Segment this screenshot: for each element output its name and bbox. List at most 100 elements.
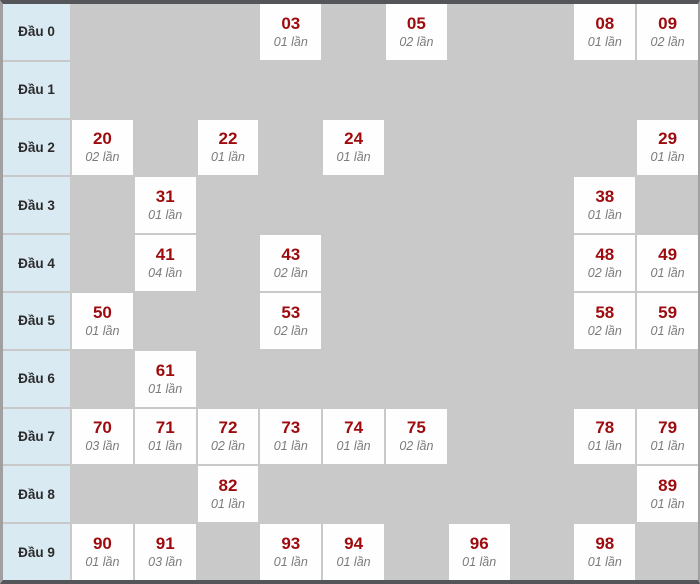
cell-number-text: 59 <box>658 302 678 322</box>
empty-cell <box>323 177 384 233</box>
cell-number-text: 08 <box>595 13 615 33</box>
cell-number-72: 72 02 lần <box>197 408 259 465</box>
empty-cell <box>512 524 573 580</box>
cell-number-text: 49 <box>658 245 678 265</box>
empty-cell <box>512 351 573 407</box>
cell-number-94: 94 01 lần <box>323 524 384 580</box>
empty-cell <box>323 293 384 349</box>
empty-cell <box>449 177 510 233</box>
cell-number-text: 91 <box>155 534 175 554</box>
cell-frequency-text: 01 lần <box>336 150 371 165</box>
cell-number-58: 58 02 lần <box>574 292 636 349</box>
cell-number-text: 73 <box>281 418 301 438</box>
cell-frequency-text: 01 lần <box>650 497 685 512</box>
empty-cell <box>72 4 133 60</box>
cell-number-61: 61 01 lần <box>134 350 196 407</box>
cell-number-03: 03 01 lần <box>260 4 322 60</box>
cell-number-text: 09 <box>658 13 678 33</box>
empty-cell <box>637 351 698 407</box>
cell-number-text: 58 <box>595 302 615 322</box>
empty-cell <box>260 466 321 522</box>
cell-frequency-text: 01 lần <box>587 555 622 570</box>
empty-cell <box>386 235 447 291</box>
empty-cell <box>637 177 698 233</box>
cell-number-text: 03 <box>281 13 301 33</box>
cell-number-79: 79 01 lần <box>637 408 698 465</box>
cell-number-text: 79 <box>658 418 678 438</box>
row-header-dau-7: Đầu 7 <box>3 408 70 465</box>
cell-number-49: 49 01 lần <box>637 235 698 291</box>
cell-frequency-text: 01 lần <box>462 555 497 570</box>
empty-cell <box>512 235 573 291</box>
cell-number-70: 70 03 lần <box>72 408 133 465</box>
empty-cell <box>323 235 384 291</box>
cell-number-text: 82 <box>218 476 238 496</box>
cell-number-text: 96 <box>469 534 489 554</box>
empty-cell <box>449 62 510 118</box>
cell-frequency-text: 01 lần <box>587 439 622 454</box>
cell-number-text: 43 <box>281 245 301 265</box>
cell-number-text: 89 <box>658 476 678 496</box>
empty-cell <box>198 293 259 349</box>
cell-number-22: 22 01 lần <box>197 119 259 176</box>
cell-number-text: 70 <box>92 418 112 438</box>
cell-number-text: 90 <box>92 534 112 554</box>
empty-cell <box>260 177 321 233</box>
cell-number-24: 24 01 lần <box>323 119 384 176</box>
empty-cell <box>386 524 447 580</box>
cell-number-41: 41 04 lần <box>134 235 196 291</box>
cell-number-73: 73 01 lần <box>260 408 322 465</box>
empty-cell <box>135 120 196 176</box>
cell-number-text: 53 <box>281 302 301 322</box>
cell-number-05: 05 02 lần <box>385 4 447 60</box>
cell-frequency-text: 02 lần <box>273 266 308 281</box>
cell-number-08: 08 01 lần <box>574 4 636 60</box>
row-header-dau-2: Đầu 2 <box>3 119 70 176</box>
cell-frequency-text: 01 lần <box>85 555 120 570</box>
empty-cell <box>512 293 573 349</box>
cell-number-96: 96 01 lần <box>448 524 510 580</box>
cell-frequency-text: 01 lần <box>587 208 622 223</box>
empty-cell <box>72 351 133 407</box>
empty-cell <box>386 293 447 349</box>
cell-frequency-text: 02 lần <box>210 439 246 454</box>
cell-number-29: 29 01 lần <box>637 119 698 176</box>
cell-number-82: 82 01 lần <box>197 466 259 523</box>
empty-cell <box>198 524 259 580</box>
cell-frequency-text: 04 lần <box>148 266 183 281</box>
cell-frequency-text: 01 lần <box>650 323 685 338</box>
cell-frequency-text: 01 lần <box>273 555 308 570</box>
row-header-dau-4: Đầu 4 <box>3 235 70 291</box>
empty-cell <box>574 351 635 407</box>
cell-number-59: 59 01 lần <box>637 292 698 349</box>
cell-frequency-text: 03 lần <box>148 555 183 570</box>
empty-cell <box>323 62 384 118</box>
cell-frequency-text: 02 lần <box>587 323 622 338</box>
cell-frequency-text: 02 lần <box>85 150 120 165</box>
cell-number-text: 74 <box>344 418 364 438</box>
cell-frequency-text: 01 lần <box>85 323 120 338</box>
cell-number-91: 91 03 lần <box>134 524 196 580</box>
cell-number-98: 98 01 lần <box>574 524 636 580</box>
empty-cell <box>260 120 321 176</box>
cell-number-93: 93 01 lần <box>260 524 322 580</box>
cell-frequency-text: 01 lần <box>273 439 308 454</box>
cell-number-text: 94 <box>344 534 364 554</box>
cell-frequency-text: 02 lần <box>273 323 308 338</box>
cell-number-text: 50 <box>92 302 112 322</box>
row-header-dau-9: Đầu 9 <box>3 524 70 580</box>
empty-cell <box>323 4 384 60</box>
empty-cell <box>574 466 635 522</box>
cell-frequency-text: 01 lần <box>650 150 685 165</box>
cell-number-text: 20 <box>92 129 112 149</box>
row-header-dau-1: Đầu 1 <box>3 61 70 118</box>
row-header-dau-6: Đầu 6 <box>3 350 70 407</box>
empty-cell <box>449 351 510 407</box>
cell-number-50: 50 01 lần <box>72 292 133 349</box>
empty-cell <box>449 235 510 291</box>
empty-cell <box>135 4 196 60</box>
cell-frequency-text: 01 lần <box>148 381 183 396</box>
cell-number-78: 78 01 lần <box>574 408 636 465</box>
cell-frequency-text: 01 lần <box>650 439 685 454</box>
